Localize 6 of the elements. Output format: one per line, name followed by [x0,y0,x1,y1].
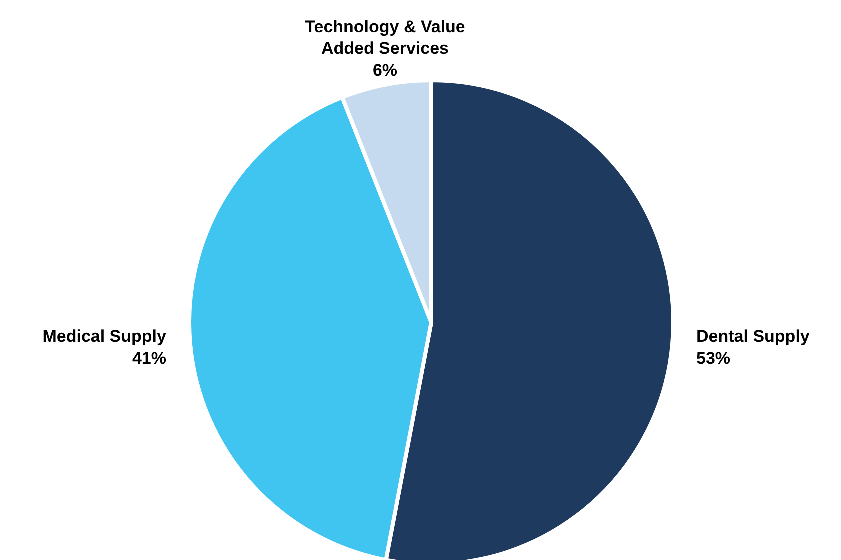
data-label: 53% [696,348,731,368]
data-label: 6% [372,61,398,80]
slice-label: Dental Supply [696,327,810,346]
slice-label: Medical Supply [42,327,168,346]
data-label: 41% [132,348,166,368]
slice-label: Technology & Value Added Services [305,17,466,58]
